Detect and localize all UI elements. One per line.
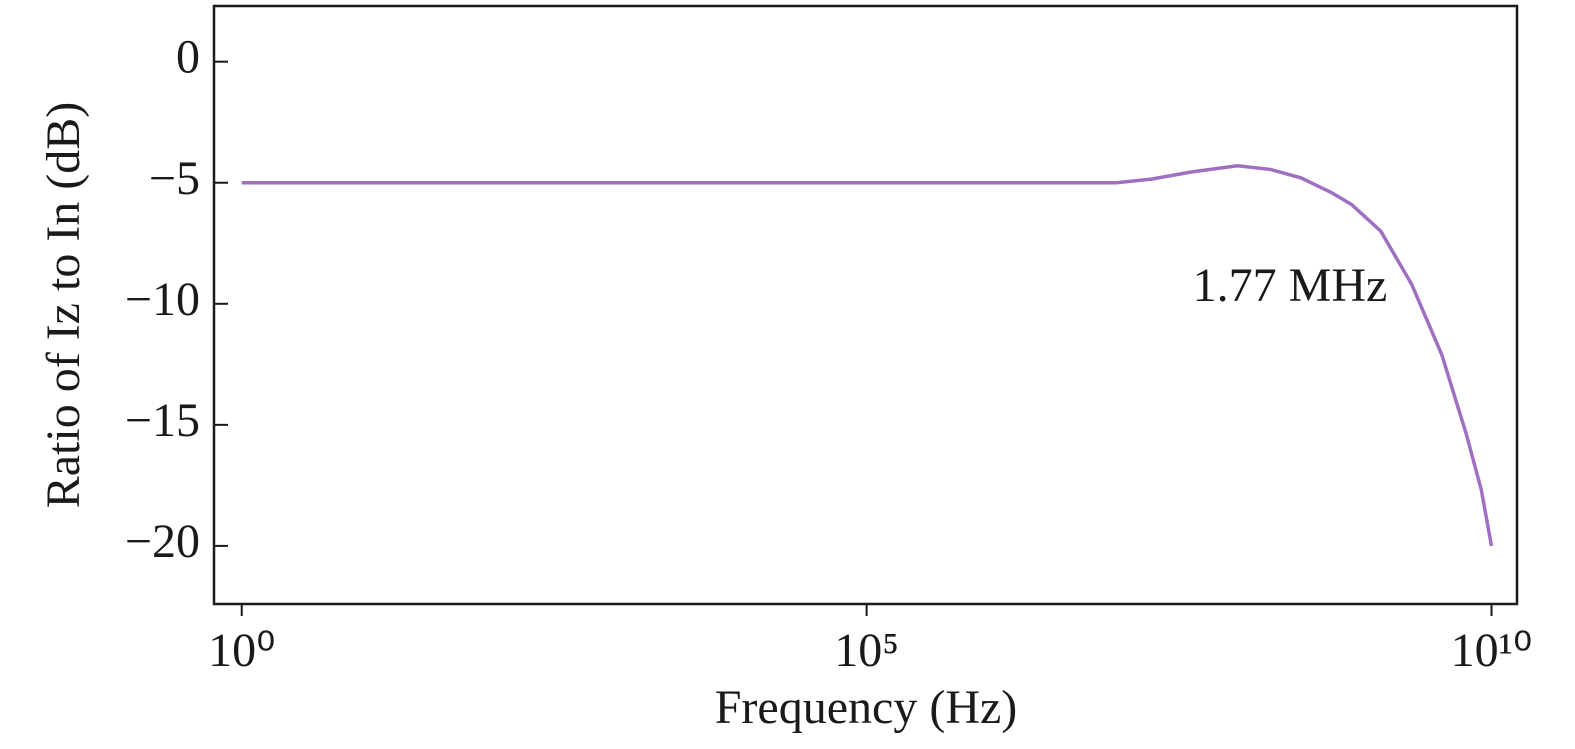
y-axis-label: Ratio of Iz to In (dB) (37, 102, 90, 509)
plot-frame (212, 4, 1519, 606)
x-tick-label: 10¹⁰ (1451, 624, 1533, 677)
y-tick-label: −15 (125, 394, 200, 447)
y-tick-label: 0 (176, 31, 200, 84)
annotation: 1.77 MHz (1193, 259, 1388, 312)
x-axis-label: Frequency (Hz) (715, 681, 1018, 734)
x-tick-label: 10⁰ (208, 624, 275, 677)
data-line (241, 164, 1494, 547)
y-tick-label: −5 (149, 152, 200, 205)
x-tick-label: 10⁵ (834, 624, 899, 677)
y-tick-label: −10 (125, 273, 200, 326)
y-tick-label: −20 (125, 515, 200, 568)
